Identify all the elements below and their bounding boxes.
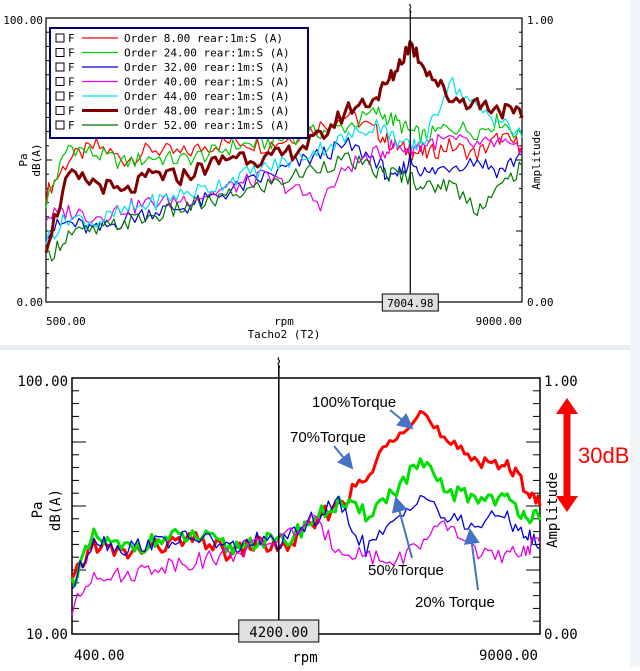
legend-flag: F: [68, 90, 75, 103]
legend-entry[interactable]: F Order 48.00 rear:1m:S (A): [55, 105, 290, 118]
x-tick-bottom-max: 9000.00: [479, 648, 538, 664]
x-tick-top-max: 9000.00: [476, 315, 522, 328]
annotation-arrow-20: [463, 528, 480, 591]
legend-label: Order 48.00 rear:1m:S (A): [124, 105, 290, 118]
y-tick-bottom-min: 10.00: [26, 627, 68, 643]
annotation-100-torque: 100%Torque: [312, 394, 396, 411]
legend-label: Order 32.00 rear:1m:S (A): [124, 61, 290, 74]
y-tick-top-max: 100.00: [3, 14, 43, 27]
legend-entry[interactable]: F Order 32.00 rear:1m:S (A): [55, 61, 290, 74]
cursor-readout: 4200.00: [249, 625, 308, 641]
cursor-handle-icon[interactable]: ⌇: [407, 2, 413, 16]
plot-area-bottom: [71, 377, 541, 635]
y-axis-right-label-top: Amplitude: [530, 130, 543, 190]
series-group-bottom: [70, 409, 542, 616]
y-tick-top-min: 0.00: [17, 296, 44, 309]
legend-flag: F: [68, 119, 75, 132]
cursor-top[interactable]: ⌇ 7004.98: [381, 2, 439, 312]
series-line-20-torque: [71, 514, 541, 616]
chart-panel-torque: 100.00 10.00 1.00 0.00 400.00 9000.00 rp…: [0, 350, 640, 667]
legend-checkbox[interactable]: [55, 120, 65, 130]
series-line-50-torque: [71, 494, 541, 590]
annotation-50-torque: 50%Torque: [368, 562, 444, 579]
legend-checkbox[interactable]: [55, 62, 65, 72]
legend-items: F Order 8.00 rear:1m:S (A) F Order 24.00 re…: [55, 32, 290, 132]
series-line-order-48-00-rear-1m-s-a: [44, 40, 524, 254]
cursor-readout: 7004.98: [387, 297, 433, 310]
y-axis-right-label-bottom: Amplitude: [545, 472, 561, 548]
order-analysis-chart: 100.00 0.00 1.00 0.00 500.00 9000.00 rpm…: [3, 2, 554, 341]
legend: F Order 8.00 rear:1m:S (A) F Order 24.00 re…: [49, 27, 309, 139]
legend-checkbox[interactable]: [55, 33, 65, 43]
legend-checkbox[interactable]: [55, 106, 65, 115]
annotation-arrow-50: [391, 496, 413, 559]
legend-label: Order 40.00 rear:1m:S (A): [124, 76, 290, 89]
tick-marks-bottom: [72, 390, 540, 622]
y-right-tick-bottom-max: 1.00: [544, 374, 578, 390]
legend-entry[interactable]: F Order 40.00 rear:1m:S (A): [55, 76, 290, 89]
cursor-readout-box: [381, 293, 439, 312]
annotation-70-torque: 70%Torque: [290, 429, 366, 446]
series-group-top: [44, 40, 524, 262]
legend-box: [49, 27, 309, 139]
right-edge-strip: [630, 0, 640, 667]
legend-checkbox[interactable]: [55, 91, 65, 101]
legend-flag: F: [68, 105, 75, 118]
cursor-handle-icon[interactable]: ⌇: [275, 356, 282, 372]
legend-label: Order 44.00 rear:1m:S (A): [124, 90, 290, 103]
y-right-tick-top-min: 0.00: [527, 296, 554, 309]
y-axis-label-bottom: Pa: [30, 502, 46, 519]
annotation-20-torque: 20% Torque: [415, 594, 495, 611]
legend-label: Order 24.00 rear:1m:S (A): [124, 47, 290, 60]
legend-flag: F: [68, 47, 75, 60]
legend-label: Order 8.00 rear:1m:S (A): [124, 32, 283, 45]
annotation-arrow-100: [389, 409, 414, 430]
cursor-bottom[interactable]: ⌇ 4200.00: [238, 356, 320, 643]
legend-flag: F: [68, 32, 75, 45]
series-line-order-32-00-rear-1m-s-a: [45, 137, 523, 240]
legend-label: Order 52.00 rear:1m:S (A): [124, 119, 290, 132]
legend-flag: F: [68, 76, 75, 89]
series-line-70-torque: [70, 457, 542, 587]
y-axis-label-top: Pa: [17, 153, 30, 166]
y-axis-sublabel-bottom: dB(A): [48, 489, 64, 531]
legend-checkbox[interactable]: [55, 48, 65, 57]
x-tick-bottom-min: 400.00: [74, 648, 125, 664]
legend-flag: F: [68, 61, 75, 74]
legend-entry[interactable]: F Order 44.00 rear:1m:S (A): [55, 90, 290, 103]
y-right-tick-bottom-min: 0.00: [544, 627, 578, 643]
y-right-tick-top-max: 1.00: [527, 14, 554, 27]
tick-marks-top: [46, 31, 522, 289]
y-tick-bottom-max: 100.00: [17, 374, 68, 390]
panel-separator: [0, 345, 640, 350]
scale-arrow-down-icon: [556, 496, 578, 512]
annotation-arrow-70: [333, 445, 354, 470]
cursor-readout-box: [238, 619, 320, 643]
x-tick-top-min: 500.00: [46, 315, 86, 328]
legend-entry[interactable]: F Order 24.00 rear:1m:S (A): [55, 47, 290, 60]
legend-entry[interactable]: F Order 52.00 rear:1m:S (A): [55, 119, 290, 132]
y-axis-sublabel-top: dB(A): [30, 143, 43, 176]
legend-checkbox[interactable]: [55, 77, 65, 86]
legend-entry[interactable]: F Order 8.00 rear:1m:S (A): [55, 32, 283, 45]
scale-note-30db: 30dB: [578, 443, 629, 468]
torque-comparison-chart: 100.00 10.00 1.00 0.00 400.00 9000.00 rp…: [17, 356, 629, 666]
x-axis-sublabel-top: Tacho2 (T2): [248, 328, 321, 341]
chart-panel-orders: 100.00 0.00 1.00 0.00 500.00 9000.00 rpm…: [3, 2, 554, 341]
x-axis-label-top: rpm: [274, 315, 294, 328]
x-axis-label-bottom: rpm: [292, 650, 317, 666]
scale-arrow-up-icon: [556, 398, 578, 414]
series-line-order-52-00-rear-1m-s-a: [45, 152, 523, 262]
